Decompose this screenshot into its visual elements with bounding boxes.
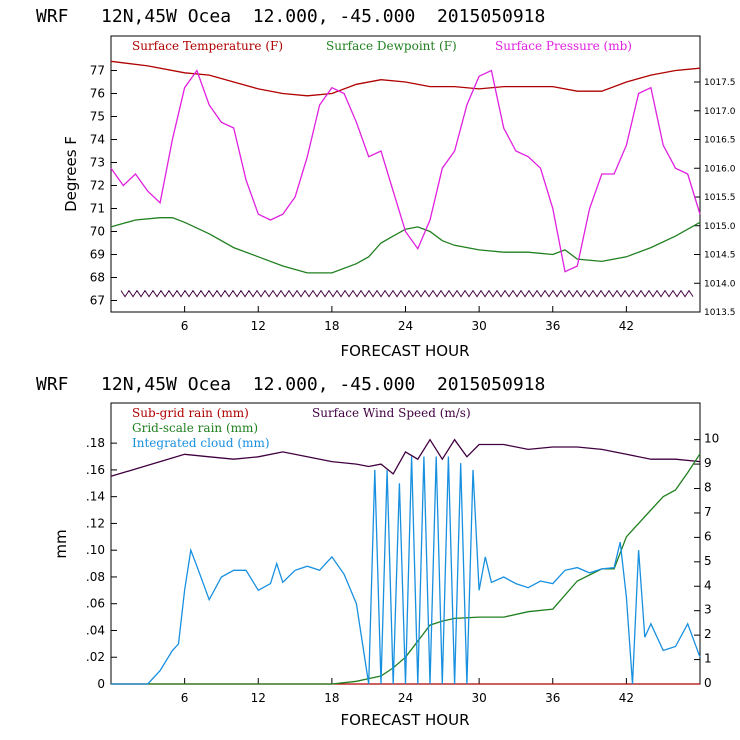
top-series-line-surface-dewpoint	[110, 217, 701, 274]
top-y2-tick-label: 1014.0	[704, 279, 736, 289]
top-y2-tick-label: 1016.5	[704, 136, 736, 146]
top-y2-tick-label: 1013.5	[704, 308, 736, 318]
top-y-tick-label: 75	[90, 110, 105, 124]
bottom-y-tick-label: .06	[86, 597, 105, 611]
top-y2-tick-label: 1015.0	[704, 222, 736, 232]
bottom-y2-tick-label: 5	[704, 554, 712, 568]
top-x-tick-label: 30	[471, 319, 486, 333]
bottom-y-tick-label: .12	[86, 516, 105, 530]
top-y-tick-label: 70	[90, 225, 105, 239]
legend-subgrid-rain: Sub-grid rain (mm)	[132, 406, 249, 420]
bottom-x-tick-label: 36	[545, 691, 560, 705]
legend-surface-pressure: Surface Pressure (mb)	[495, 39, 632, 53]
bottom-x-tick-label: 30	[471, 691, 486, 705]
bottom-y2-tick-label: 7	[704, 505, 712, 519]
bottom-y2-tick-label: 0	[704, 676, 712, 690]
bottom-series-line-integrated-cloud	[111, 456, 701, 685]
bottom-y2-tick-label: 2	[704, 627, 712, 641]
top-y-tick-label: 69	[90, 248, 105, 262]
bottom-x-tick-label: 12	[251, 691, 266, 705]
bottom-x-tick-label: 6	[181, 691, 189, 705]
bottom-chart-title: WRF 12N,45W Ocea 12.000, -45.000 2015050…	[36, 374, 545, 395]
top-series-line-surface-temperature	[110, 60, 701, 97]
legend-surface-wind-speed: Surface Wind Speed (m/s)	[312, 406, 471, 420]
bottom-y2-tick-label: 1	[704, 652, 712, 666]
top-y2-tick-label: 1017.5	[704, 78, 736, 88]
top-x-axis-label: FORECAST HOUR	[340, 342, 469, 360]
top-x-tick-label: 12	[251, 319, 266, 333]
top-y-axis-label: Degrees F	[62, 136, 80, 212]
bottom-y-tick-label: .02	[86, 650, 105, 664]
bottom-y2-tick-label: 9	[704, 456, 712, 470]
top-y-tick-label: 77	[90, 64, 105, 78]
top-y-tick-label: 68	[90, 271, 105, 285]
top-x-tick-label: 18	[324, 319, 339, 333]
top-y-tick-label: 76	[90, 87, 105, 101]
top-hatch-band	[120, 289, 694, 298]
bottom-y2-tick-label: 4	[704, 578, 712, 592]
top-y2-tick-label: 1014.5	[704, 251, 736, 261]
top-chart-title: WRF 12N,45W Ocea 12.000, -45.000 2015050…	[36, 6, 545, 27]
top-y-tick-label: 73	[90, 156, 105, 170]
top-y2-tick-label: 1015.5	[704, 193, 736, 203]
bottom-y-axis-label: mm	[52, 529, 70, 558]
top-y-tick-label: 74	[90, 133, 105, 147]
top-y-tick-label: 67	[90, 294, 105, 308]
legend-surface-temperature: Surface Temperature (F)	[132, 39, 283, 53]
top-y2-tick-label: 1016.0	[704, 164, 736, 174]
legend-gridscale-rain: Grid-scale rain (mm)	[132, 421, 258, 435]
top-y2-tick-label: 1017.0	[704, 107, 736, 117]
bottom-y-tick-label: .14	[86, 490, 105, 504]
bottom-y-tick-label: 0	[97, 677, 105, 691]
bottom-y-tick-label: .10	[86, 543, 105, 557]
top-x-tick-label: 6	[181, 319, 189, 333]
bottom-series-line-surface-wind-speed	[110, 438, 701, 477]
bottom-x-tick-label: 18	[324, 691, 339, 705]
top-y-tick-label: 71	[90, 202, 105, 216]
bottom-y-tick-label: .16	[86, 463, 105, 477]
bottom-x-tick-label: 24	[398, 691, 413, 705]
bottom-y2-tick-label: 8	[704, 481, 712, 495]
chart-marks: 6 12 18 24 30 36 4267686970717273747576771013.…	[86, 60, 736, 705]
legend-integrated-cloud: Integrated cloud (mm)	[132, 436, 270, 450]
bottom-series-line-grid-scale-rain	[111, 453, 701, 685]
bottom-y2-tick-label: 3	[704, 603, 712, 617]
bottom-y-tick-label: .04	[86, 623, 105, 637]
bottom-y-tick-label: .18	[86, 436, 105, 450]
top-series-line-surface-pressure	[110, 69, 701, 273]
top-y-tick-label: 72	[90, 179, 105, 193]
top-x-tick-label: 36	[545, 319, 560, 333]
top-x-tick-label: 42	[619, 319, 634, 333]
legend-surface-dewpoint: Surface Dewpoint (F)	[326, 39, 457, 53]
top-x-tick-label: 24	[398, 319, 413, 333]
bottom-y2-tick-label: 10	[704, 432, 719, 446]
bottom-y2-tick-label: 6	[704, 529, 712, 543]
bottom-x-tick-label: 42	[619, 691, 634, 705]
bottom-x-axis-label: FORECAST HOUR	[340, 711, 469, 729]
bottom-y-tick-label: .08	[86, 570, 105, 584]
